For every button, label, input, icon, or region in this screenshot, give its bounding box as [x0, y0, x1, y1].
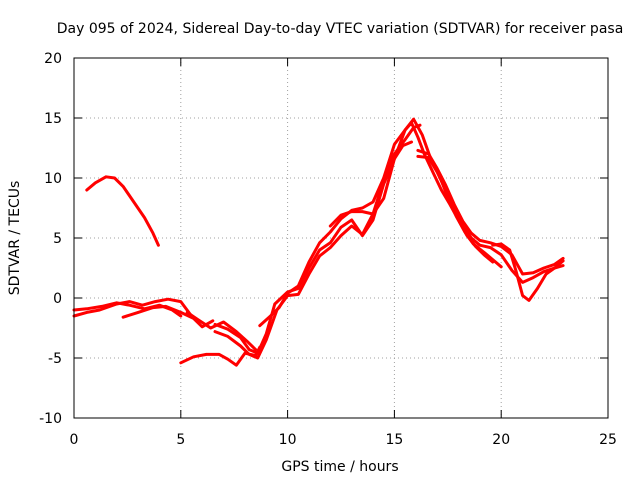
- grid: [74, 58, 608, 418]
- series-arc-e: [185, 310, 258, 352]
- x-tick-labels: 0 5 10 15 20 25: [70, 432, 617, 448]
- y-tick-label: -10: [39, 411, 62, 427]
- y-tick-labels: -10 -5 0 5 10 15 20: [39, 51, 62, 427]
- y-tick-label: 5: [53, 231, 62, 247]
- x-axis-label: GPS time / hours: [281, 459, 398, 475]
- plot-area: [72, 117, 565, 367]
- y-axis-label: SDTVAR / TECUs: [7, 181, 23, 296]
- y-tick-label: 0: [53, 291, 62, 307]
- x-tick-label: 10: [279, 432, 297, 448]
- series-arc-c: [72, 301, 183, 318]
- series-arc-h: [213, 123, 422, 360]
- series-arc-d: [121, 304, 215, 329]
- x-tick-label: 25: [599, 432, 617, 448]
- series-arc-m: [491, 242, 565, 302]
- y-tick-label: 15: [44, 111, 62, 127]
- x-tick-label: 20: [492, 432, 510, 448]
- y-tick-label: 20: [44, 51, 62, 67]
- y-tick-label: -5: [48, 351, 62, 367]
- chart-title: Day 095 of 2024, Sidereal Day-to-day VTE…: [57, 21, 624, 37]
- series-arc-b: [72, 297, 193, 318]
- x-tick-label: 5: [176, 432, 185, 448]
- series-arc-a: [85, 175, 160, 247]
- x-tick-label: 0: [70, 432, 79, 448]
- series-arc-g: [213, 140, 413, 355]
- y-tick-label: 10: [44, 171, 62, 187]
- plot-frame: [73, 57, 609, 419]
- series-arc-l: [416, 148, 565, 276]
- x-tick-label: 15: [385, 432, 403, 448]
- series-arc-k: [416, 154, 565, 284]
- series-arc-j: [328, 117, 503, 269]
